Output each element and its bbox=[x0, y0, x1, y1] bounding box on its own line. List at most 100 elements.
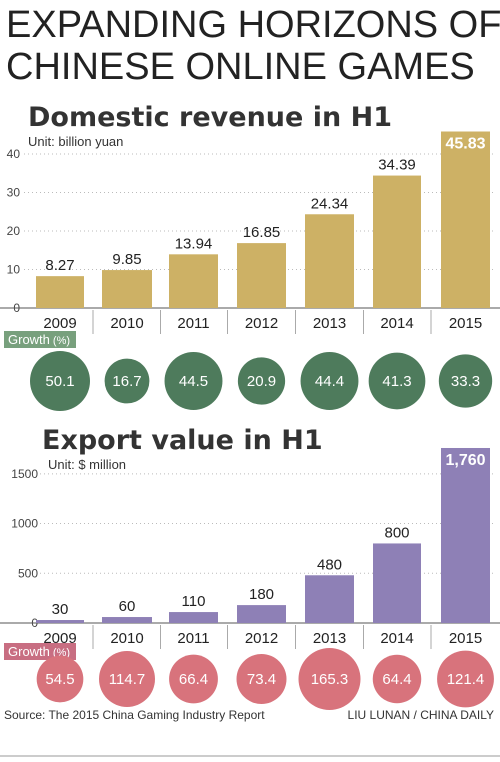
y-tick-label: 10 bbox=[7, 262, 21, 276]
growth-value-label: 64.4 bbox=[382, 671, 411, 688]
bar-2013 bbox=[305, 214, 354, 308]
bar-value-label: 110 bbox=[182, 593, 206, 610]
growth-value-label: 73.4 bbox=[247, 671, 276, 688]
y-tick-label: 500 bbox=[18, 566, 38, 580]
bar-2010 bbox=[102, 270, 152, 308]
x-category-label: 2011 bbox=[177, 630, 209, 647]
y-tick-label: 1500 bbox=[11, 467, 38, 481]
growth-value-label: 114.7 bbox=[109, 671, 145, 688]
bar-2012 bbox=[237, 243, 286, 308]
title-line-2: CHINESE ONLINE GAMES bbox=[6, 46, 475, 88]
export-growth-circles: 54.5 114.7 66.4 73.4 165.3 64.4 121.4 bbox=[36, 648, 494, 710]
x-category-label: 2009 bbox=[43, 630, 76, 647]
source-note: Source: The 2015 China Gaming Industry R… bbox=[4, 708, 265, 722]
x-category-label: 2015 bbox=[449, 630, 482, 647]
x-category-label: 2009 bbox=[43, 315, 76, 332]
growth-circle-2009 bbox=[36, 655, 84, 703]
revenue-growth-circles: 50.1 16.7 44.5 20.9 44.4 41.3 33.3 bbox=[30, 351, 493, 411]
revenue-growth-word: Growth bbox=[8, 332, 50, 347]
x-category-label: 2013 bbox=[313, 630, 346, 647]
export-growth-label: Growth (%) bbox=[4, 643, 76, 660]
growth-circle-2010 bbox=[104, 358, 150, 404]
y-tick-label: 1000 bbox=[11, 517, 38, 531]
svg-text:Growth(%): Growth (%) bbox=[8, 332, 70, 347]
growth-value-label: 54.5 bbox=[45, 671, 74, 688]
bar-2011 bbox=[169, 612, 218, 623]
growth-circle-2011 bbox=[169, 654, 218, 704]
bar-2014 bbox=[373, 175, 421, 308]
y-tick-label: 20 bbox=[7, 224, 21, 238]
revenue-chart-title: Domestic revenue in H1 bbox=[28, 102, 392, 133]
bar-value-label: 30 bbox=[52, 601, 69, 618]
export-bars: 30 60 110 180 480 800 1,760 bbox=[36, 447, 490, 623]
x-category-label: 2015 bbox=[449, 315, 482, 332]
bar-value-label: 1,760 bbox=[445, 452, 485, 469]
revenue-growth-unit: (%) bbox=[53, 335, 70, 347]
growth-value-label: 20.9 bbox=[247, 373, 276, 390]
growth-circle-2015 bbox=[438, 354, 493, 408]
bar-value-label: 45.83 bbox=[445, 136, 485, 153]
growth-value-label: 16.7 bbox=[112, 373, 141, 390]
export-chart-title: Export value in H1 bbox=[42, 425, 323, 456]
growth-circle-2010 bbox=[99, 651, 155, 707]
bar-2009 bbox=[36, 620, 84, 623]
growth-circle-2014 bbox=[372, 654, 422, 704]
bar-value-label: 800 bbox=[384, 524, 409, 541]
y-tick-label: 30 bbox=[7, 185, 21, 199]
bar-value-label: 16.85 bbox=[243, 224, 281, 241]
x-category-label: 2012 bbox=[245, 630, 278, 647]
x-category-label: 2012 bbox=[245, 315, 278, 332]
bar-2009 bbox=[36, 276, 84, 308]
y-tick-label: 40 bbox=[7, 147, 21, 161]
bar-value-label: 8.27 bbox=[45, 257, 74, 274]
bar-2012 bbox=[237, 605, 286, 623]
bar-value-label: 24.34 bbox=[311, 195, 349, 212]
bar-2013 bbox=[305, 575, 354, 623]
revenue-unit-label: Unit: billion yuan bbox=[28, 134, 123, 149]
growth-value-label: 165.3 bbox=[311, 671, 349, 688]
bar-value-label: 60 bbox=[119, 598, 136, 615]
growth-value-label: 44.4 bbox=[315, 373, 344, 390]
export-growth-label-bg bbox=[4, 643, 76, 660]
bar-value-label: 13.94 bbox=[175, 235, 213, 252]
x-category-label: 2014 bbox=[380, 315, 413, 332]
export-category-labels: 2009 2010 2011 2012 2013 2014 2015 bbox=[43, 625, 482, 649]
bar-2011 bbox=[169, 254, 218, 308]
bar-value-label: 180 bbox=[249, 586, 274, 603]
x-category-label: 2011 bbox=[177, 315, 209, 332]
page-title: EXPANDING HORIZONS OF CHINESE ONLINE GAM… bbox=[6, 4, 500, 88]
x-category-label: 2010 bbox=[110, 315, 143, 332]
x-category-label: 2014 bbox=[380, 630, 413, 647]
growth-circle-2013 bbox=[300, 352, 359, 410]
bar-value-label: 9.85 bbox=[112, 251, 141, 268]
growth-value-label: 44.5 bbox=[179, 373, 208, 390]
growth-circle-2012 bbox=[236, 654, 287, 704]
bar-2015 bbox=[441, 447, 490, 623]
revenue-category-labels: 2009 2010 2011 2012 2013 2014 2015 bbox=[43, 310, 482, 334]
bar-value-label: 480 bbox=[317, 556, 342, 573]
growth-value-label: 50.1 bbox=[45, 373, 74, 390]
growth-circle-2012 bbox=[237, 357, 286, 405]
export-growth-word: Growth bbox=[8, 644, 50, 659]
bar-2010 bbox=[102, 617, 152, 623]
growth-value-label: 121.4 bbox=[447, 671, 485, 688]
growth-circle-2015 bbox=[437, 650, 494, 708]
growth-value-label: 66.4 bbox=[179, 671, 208, 688]
title-line-1: EXPANDING HORIZONS OF bbox=[6, 4, 500, 46]
revenue-bars: 8.27 9.85 13.94 16.85 24.34 34.39 45.83 bbox=[36, 131, 490, 308]
bar-value-label: 34.39 bbox=[378, 157, 416, 174]
growth-value-label: 33.3 bbox=[451, 373, 480, 390]
credit-note: LIU LUNAN / CHINA DAILY bbox=[348, 708, 494, 722]
growth-circle-2009 bbox=[30, 351, 90, 411]
growth-circle-2013 bbox=[298, 648, 361, 710]
revenue-growth-label: Growth (%) bbox=[4, 331, 76, 348]
growth-circle-2011 bbox=[164, 352, 223, 410]
bar-2014 bbox=[373, 543, 421, 623]
bar-2015 bbox=[441, 131, 490, 308]
revenue-growth-label-bg bbox=[4, 331, 76, 348]
export-unit-label: Unit: $ million bbox=[48, 457, 126, 472]
growth-circle-2014 bbox=[368, 352, 426, 410]
x-category-label: 2010 bbox=[110, 630, 143, 647]
growth-value-label: 41.3 bbox=[382, 373, 411, 390]
